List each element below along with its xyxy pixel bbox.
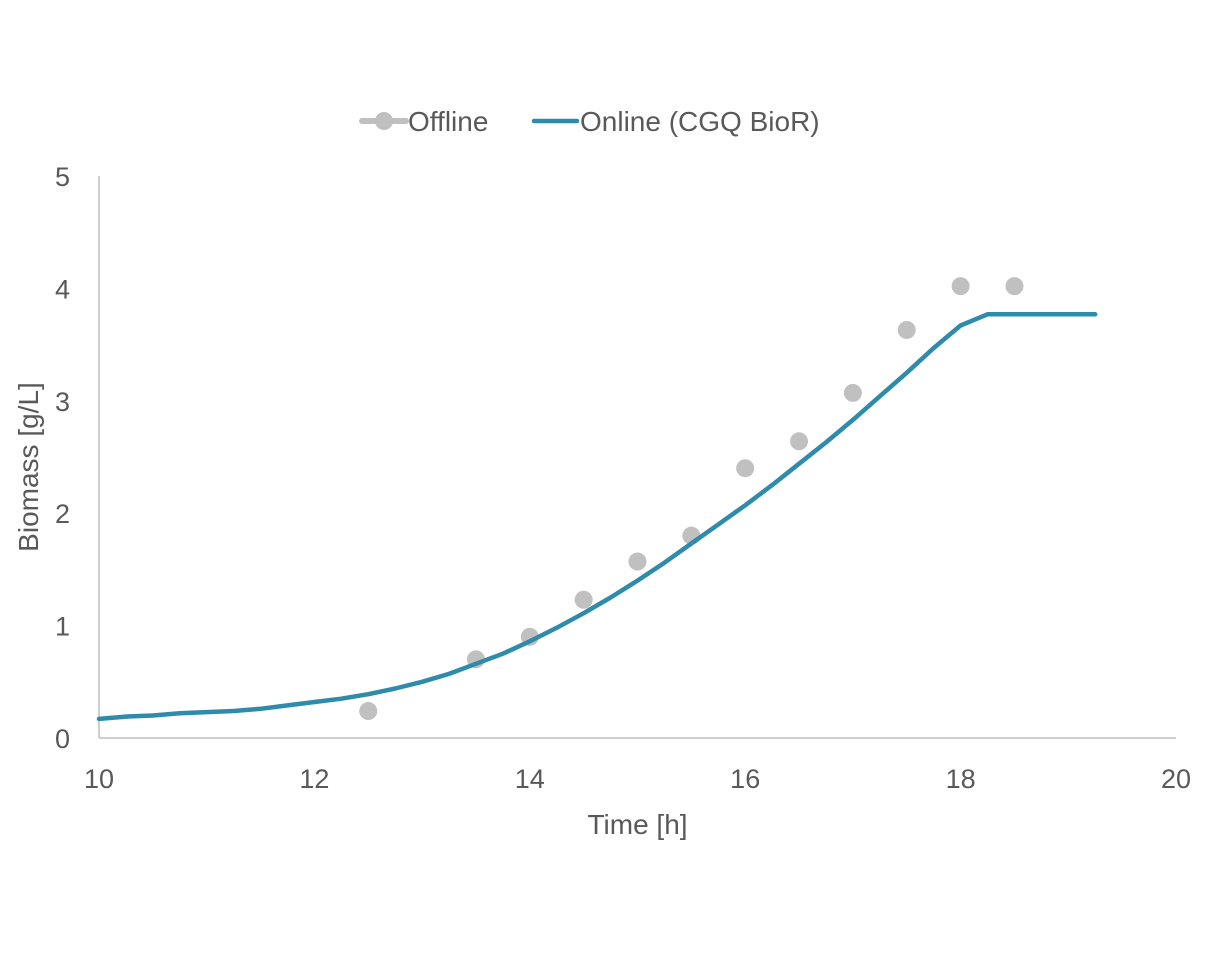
offline-data-point (628, 552, 647, 571)
offline-data-point (843, 383, 862, 402)
plot-area (96, 277, 1098, 722)
x-axis-title: Time [h] (587, 809, 687, 840)
offline-data-point (951, 277, 970, 296)
y-tick-label: 4 (55, 274, 70, 304)
x-tick-label: 12 (299, 764, 329, 794)
online-series-line (96, 312, 1098, 722)
x-tick-label: 14 (515, 764, 545, 794)
legend-offline-label: Offline (408, 106, 488, 137)
y-tick-label: 5 (55, 162, 70, 192)
y-tick-label: 1 (55, 612, 70, 642)
x-tick-label: 10 (84, 764, 114, 794)
x-tick-label: 20 (1161, 764, 1191, 794)
legend-online-label: Online (CGQ BioR) (580, 106, 820, 137)
legend-offline-swatch-marker (375, 112, 393, 130)
y-tick-label: 0 (55, 724, 70, 754)
axis-titles: Time [h] Biomass [g/L] (13, 382, 688, 840)
y-tick-label: 3 (55, 387, 70, 417)
offline-data-point (897, 320, 916, 339)
offline-data-point (359, 702, 378, 721)
y-tick-label: 2 (55, 499, 70, 529)
chart-legend: Offline Online (CGQ BioR) (359, 106, 820, 137)
chart-axes (98, 176, 1176, 739)
offline-data-point (574, 590, 593, 609)
offline-data-point (1005, 277, 1024, 296)
offline-data-point (790, 432, 809, 451)
offline-data-point (736, 459, 755, 478)
x-tick-label: 16 (730, 764, 760, 794)
x-tick-label: 18 (946, 764, 976, 794)
y-axis-title: Biomass [g/L] (13, 382, 44, 552)
